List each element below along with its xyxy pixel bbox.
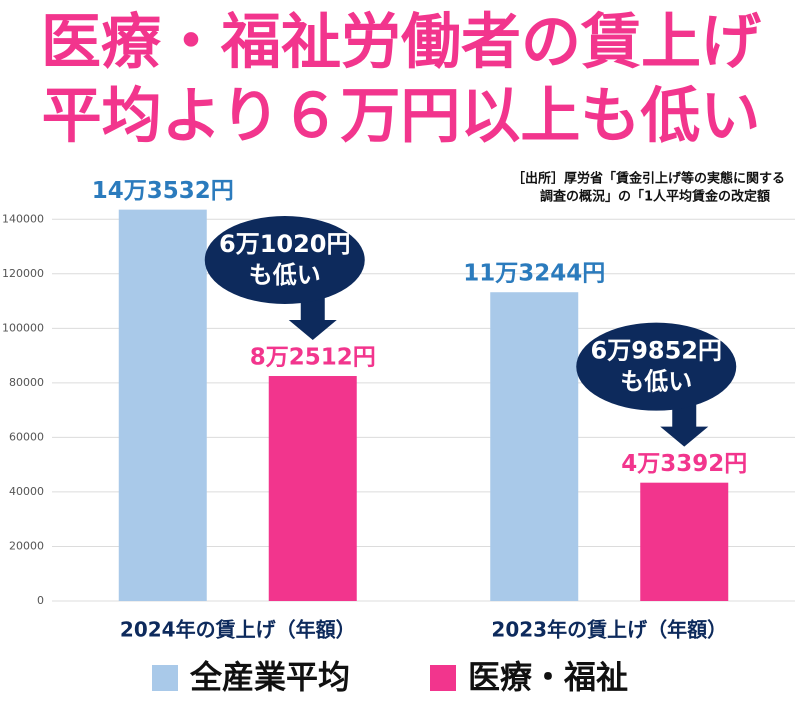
y-tick-label: 0	[37, 594, 44, 607]
chart-title: 平均より６万円以上も低い	[42, 82, 761, 152]
callout-text: も低い	[249, 261, 321, 289]
y-tick-label: 120000	[2, 267, 44, 280]
y-tick-label: 140000	[2, 212, 44, 225]
y-tick-label: 60000	[9, 430, 44, 443]
legend-swatch	[430, 665, 456, 691]
value-label: 11万3244円	[463, 261, 605, 287]
legend-label: 全産業平均	[189, 658, 350, 696]
value-label: 14万3532円	[92, 178, 234, 204]
x-tick-label: 2024年の賃上げ（年額）	[120, 618, 356, 642]
y-tick-label: 20000	[9, 539, 44, 552]
chart-title: 医療・福祉労働者の賃上げ	[41, 8, 761, 78]
y-tick-label: 80000	[9, 376, 44, 389]
source-note: ［出所］厚労省「賃金引上げ等の実態に関する	[512, 171, 785, 187]
legend-swatch	[152, 665, 178, 691]
callout-text: も低い	[620, 368, 692, 396]
source-note: 調査の概況」の「1人平均賃金の改定額	[540, 189, 770, 205]
callout-text: 6万9852円	[591, 337, 723, 365]
bar	[118, 209, 207, 601]
callout-bubble	[576, 322, 737, 411]
callout-bubble	[204, 216, 365, 305]
y-tick-label: 100000	[2, 321, 44, 334]
bar	[268, 376, 357, 601]
callout-text: 6万1020円	[219, 230, 351, 258]
y-tick-label: 40000	[9, 485, 44, 498]
value-label: 4万3392円	[621, 451, 747, 477]
bar	[640, 482, 729, 601]
value-label: 8万2512円	[250, 345, 376, 371]
legend-label: 医療・福祉	[468, 658, 628, 696]
x-tick-label: 2023年の賃上げ（年額）	[491, 618, 727, 642]
bar	[490, 292, 579, 601]
